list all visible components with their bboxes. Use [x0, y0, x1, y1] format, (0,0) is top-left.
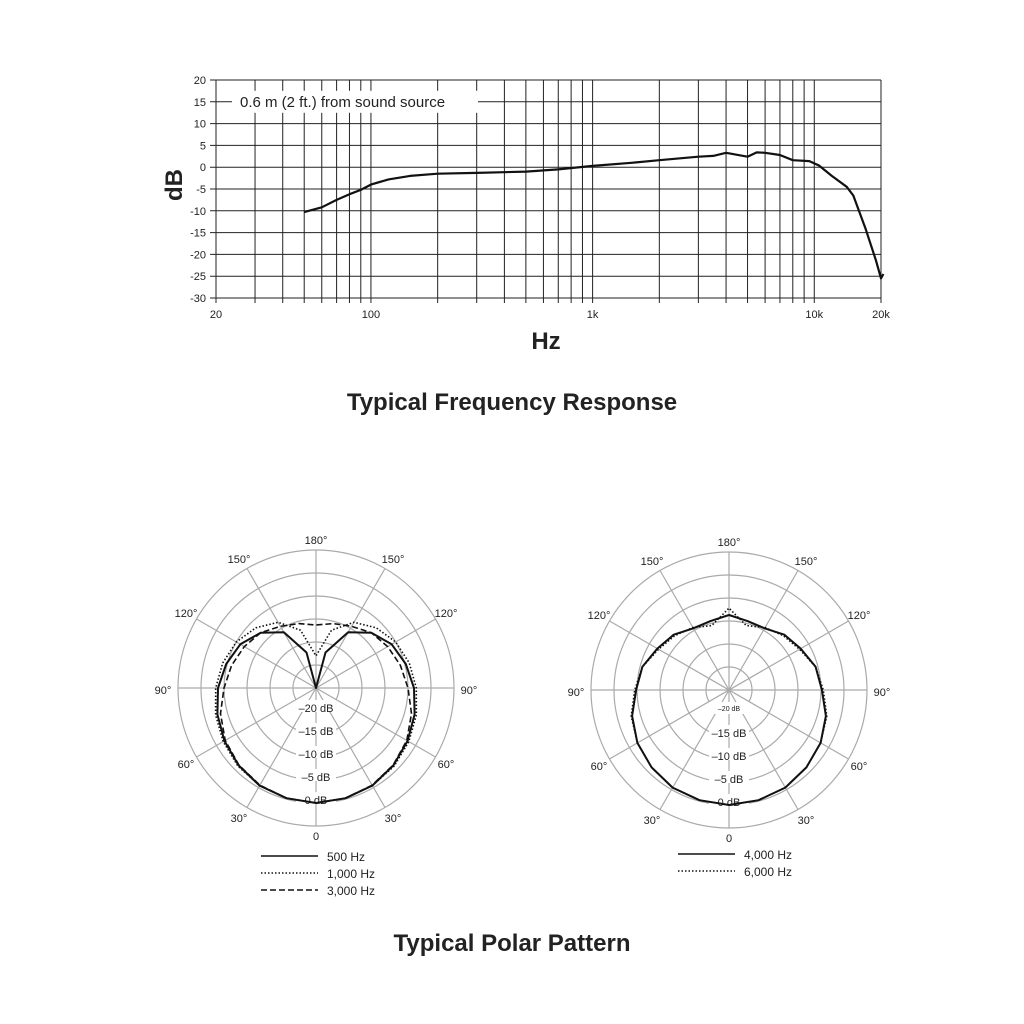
annotation-text: 0.6 m (2 ft.) from sound source [240, 94, 445, 111]
angle-label: 180° [718, 537, 741, 549]
angle-label: 90° [568, 687, 585, 699]
polar-spoke [659, 570, 799, 810]
annotation-background [232, 90, 478, 113]
y-tick-label: 10 [194, 119, 206, 131]
angle-label: 90° [155, 685, 172, 697]
y-tick-label: -30 [190, 293, 206, 305]
y-tick-label: -15 [190, 228, 206, 240]
y-tick-label: -25 [190, 271, 206, 283]
x-tick-label: 1k [587, 309, 599, 321]
angle-label: 60° [178, 759, 195, 771]
y-axis-title: dB [161, 169, 188, 201]
polar-pattern-chart-high: 180° 150° 150° 120° 120° 90° 90° 60° 60° 30° 30° 0 0… [568, 537, 891, 879]
angle-label: 30° [385, 813, 402, 825]
angle-label: 60° [591, 761, 608, 773]
legend-label: 4,000 Hz [744, 848, 792, 862]
ring-label: –5 dB [302, 772, 331, 784]
angle-label: 150° [641, 556, 664, 568]
legend-label: 500 Hz [327, 850, 365, 864]
angle-label: 30° [798, 815, 815, 827]
legend-label: 3,000 Hz [327, 884, 375, 898]
angle-label: 30° [644, 815, 661, 827]
ring-label: –15 dB [712, 728, 747, 740]
ring-label-background [296, 769, 336, 781]
angle-label: 120° [175, 608, 198, 620]
angle-label: 150° [795, 556, 818, 568]
ring-label-background [296, 746, 336, 758]
ring-label: –15 dB [299, 726, 334, 738]
polar-series-3000hz [219, 622, 413, 804]
ring-label-background [296, 723, 336, 735]
ring-label: 0 dB [305, 795, 328, 807]
frequency-response-title: Typical Frequency Response [346, 389, 678, 416]
polar-pattern-title: Typical Polar Pattern [393, 930, 631, 957]
ring-label: –20 dB [718, 706, 741, 713]
polar-series-6000hz [630, 607, 828, 806]
angle-label: 120° [588, 610, 611, 622]
angle-label: 120° [848, 610, 871, 622]
polar-pattern-chart-low: 180° 150° 150° 120° 120° 90° 90° 60° 60° 30° 30° 0 0… [155, 535, 478, 898]
ring-label-background [296, 700, 336, 712]
angle-label: 0 [313, 831, 319, 843]
y-tick-label: 5 [200, 140, 206, 152]
y-tick-label: 0 [200, 162, 206, 174]
angle-label: 60° [438, 759, 455, 771]
ring-label-background [709, 771, 749, 783]
x-tick-label: 20k [872, 309, 890, 321]
ring-label: –10 dB [712, 751, 747, 763]
y-tick-label: -20 [190, 249, 206, 261]
ring-label: –20 dB [299, 703, 334, 715]
ring-label: –10 dB [299, 749, 334, 761]
frequency-response-line [303, 151, 885, 280]
angle-label: 90° [461, 685, 478, 697]
angle-label: 150° [228, 554, 251, 566]
y-tick-label: 15 [194, 97, 206, 109]
angle-label: 0 [726, 833, 732, 845]
x-tick-label: 20 [210, 309, 222, 321]
y-tick-label: -5 [196, 184, 206, 196]
legend-label: 1,000 Hz [327, 867, 375, 881]
x-axis-title: Hz [531, 328, 560, 355]
ring-label-background [709, 748, 749, 760]
ring-label-background [709, 702, 749, 714]
ring-label-background [709, 725, 749, 737]
angle-label: 120° [435, 608, 458, 620]
legend-label: 6,000 Hz [744, 865, 792, 879]
x-tick-label: 10k [805, 309, 823, 321]
y-tick-label: 20 [194, 75, 206, 87]
y-tick-label: -10 [190, 206, 206, 218]
angle-label: 150° [382, 554, 405, 566]
ring-label: 0 dB [718, 797, 741, 809]
angle-label: 60° [851, 761, 868, 773]
angle-label: 90° [874, 687, 891, 699]
ring-label: –5 dB [715, 774, 744, 786]
x-tick-label: 100 [362, 309, 380, 321]
angle-label: 180° [305, 535, 328, 547]
frequency-response-chart: 20 15 10 5 0 -5 -10 -15 -20 -25 -30 20 100 1k 10k 20k 0.… [161, 75, 890, 355]
angle-label: 30° [231, 813, 248, 825]
polar-series-500hz [216, 631, 416, 804]
